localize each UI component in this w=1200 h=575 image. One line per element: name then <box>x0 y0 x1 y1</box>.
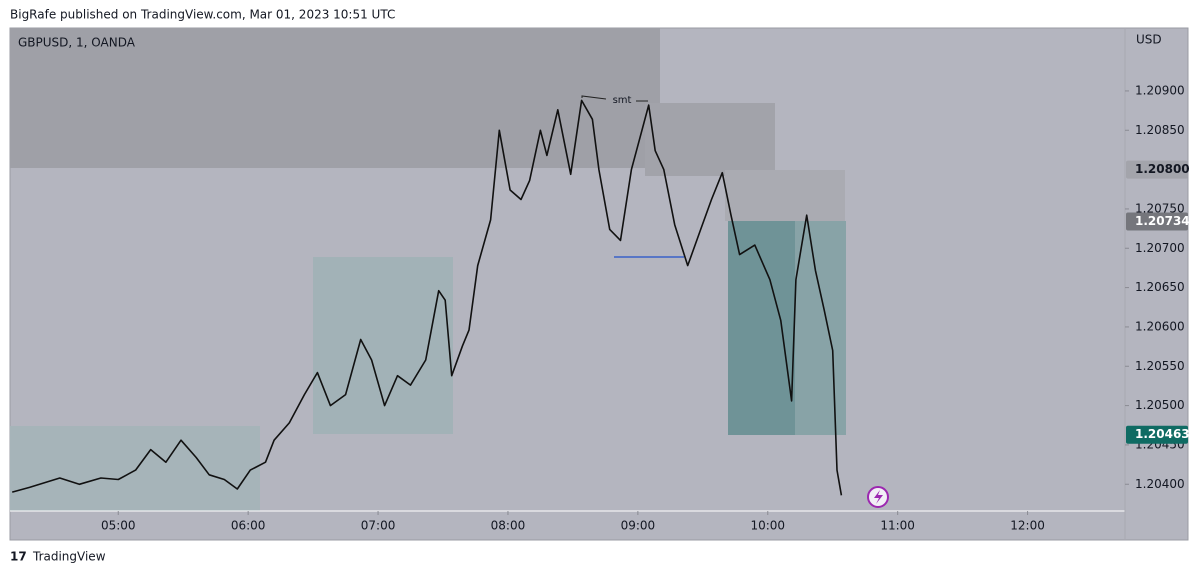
x-tick-label: 08:00 <box>491 519 526 533</box>
price-marker <box>1126 425 1188 444</box>
price-marker-label: 1.20463 <box>1135 427 1190 441</box>
price-marker <box>1126 212 1188 231</box>
x-tick-label: 05:00 <box>101 519 136 533</box>
y-tick-label: 1.20650 <box>1135 280 1185 294</box>
logo-mark: 17 <box>10 550 27 564</box>
y-tick-label: 1.20750 <box>1135 201 1185 215</box>
x-tick-label: 12:00 <box>1010 519 1045 533</box>
zone <box>728 221 795 435</box>
y-tick-label: 1.20500 <box>1135 398 1185 412</box>
zone <box>725 170 845 221</box>
price-marker-label: 1.20734 <box>1135 214 1190 228</box>
x-tick-label: 06:00 <box>231 519 266 533</box>
x-tick-label: 10:00 <box>750 519 785 533</box>
price-marker <box>1126 160 1188 179</box>
price-line <box>11 99 843 496</box>
x-tick-label: 11:00 <box>880 519 915 533</box>
smt-line <box>581 95 607 100</box>
y-tick-label: 1.20600 <box>1135 319 1185 333</box>
currency: USD <box>1136 33 1162 47</box>
zone <box>10 426 260 511</box>
alert-icon-bolt <box>874 490 883 504</box>
x-tick-label: 07:00 <box>361 519 396 533</box>
y-tick-label: 1.20400 <box>1135 477 1185 491</box>
y-tick-label: 1.20900 <box>1135 83 1185 97</box>
y-tick-label: 1.20700 <box>1135 241 1185 255</box>
zone <box>313 257 453 434</box>
publish-header: BigRafe published on TradingView.com, Ma… <box>10 8 395 22</box>
x-tick-label: 09:00 <box>621 519 656 533</box>
y-tick-label: 1.20850 <box>1135 123 1185 137</box>
y-tick-label: 1.20550 <box>1135 359 1185 373</box>
footer-brand: TradingView <box>32 550 106 564</box>
symbol-title: GBPUSD, 1, OANDA <box>18 36 136 50</box>
zone <box>10 28 660 168</box>
price-marker-label: 1.20800 <box>1135 162 1190 176</box>
zone <box>795 221 846 435</box>
annotation: smt <box>613 95 632 106</box>
zone <box>645 103 775 176</box>
